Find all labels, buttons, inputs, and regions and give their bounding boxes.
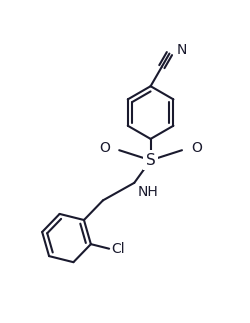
Text: NH: NH xyxy=(137,185,158,199)
Text: S: S xyxy=(145,153,155,168)
Text: Cl: Cl xyxy=(111,242,125,256)
Text: N: N xyxy=(176,43,186,57)
Text: O: O xyxy=(99,141,110,155)
Text: O: O xyxy=(190,141,201,155)
